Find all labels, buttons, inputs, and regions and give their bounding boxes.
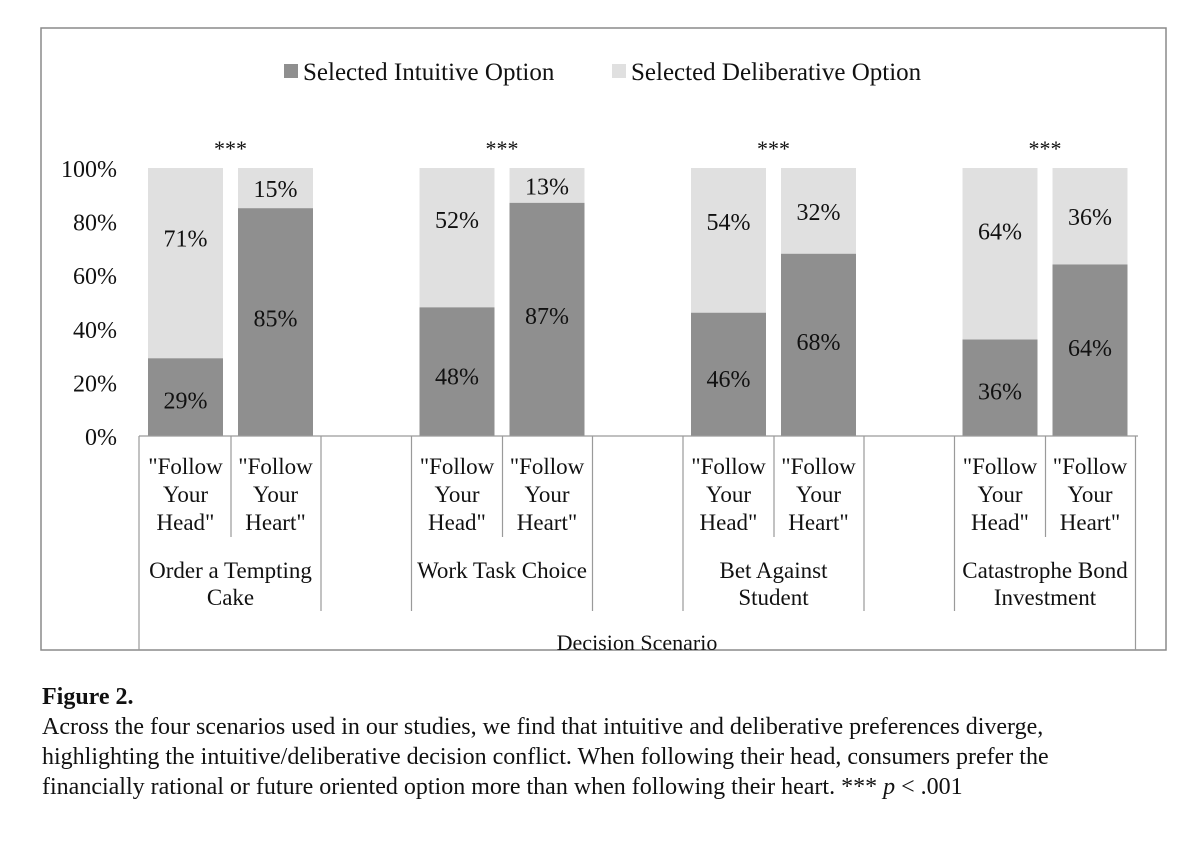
y-tick-label: 40% [73, 318, 117, 344]
data-label-intuitive: 68% [797, 330, 841, 356]
group-name-label: Investment [994, 585, 1097, 610]
data-label-deliberative: 52% [435, 208, 479, 234]
bar-deliberative [781, 168, 856, 254]
legend-swatch-deliberative [612, 64, 626, 78]
legend-label-deliberative: Selected Deliberative Option [631, 59, 922, 86]
data-label-deliberative: 64% [978, 220, 1022, 246]
bar-category-label: "Follow [148, 454, 223, 479]
caption-p-value: < .001 [895, 774, 963, 800]
bar-category-label: Head" [157, 510, 215, 535]
group-name-label: Student [738, 585, 809, 610]
bar-intuitive [509, 202, 585, 436]
x-axis-title: Decision Scenario [557, 630, 718, 655]
group-name-label: Work Task Choice [417, 558, 587, 583]
bar-deliberative [148, 168, 223, 359]
bar-intuitive [1052, 264, 1128, 436]
data-label-intuitive: 87% [525, 304, 569, 330]
group-name-label: Catastrophe Bond [962, 558, 1128, 583]
y-tick-label: 60% [73, 264, 117, 290]
bar-category-label: Heart" [245, 510, 305, 535]
legend-swatch-intuitive [284, 64, 298, 78]
bar-intuitive [781, 253, 856, 436]
data-label-intuitive: 64% [1068, 336, 1112, 362]
bar-intuitive [962, 339, 1038, 436]
y-tick-label: 100% [61, 157, 117, 183]
bar-category-label: Heart" [788, 510, 848, 535]
legend: Selected Intuitive Option Selected Delib… [284, 59, 922, 86]
bar-category-label: Your [706, 482, 751, 507]
bar-category-label: "Follow [691, 454, 766, 479]
data-label-intuitive: 46% [707, 367, 751, 393]
chart-figure: Selected Intuitive Option Selected Delib… [40, 27, 1167, 655]
data-label-deliberative: 71% [164, 227, 208, 253]
bar-category-label: Your [1068, 482, 1113, 507]
bar-category-label: Head" [700, 510, 758, 535]
x-axis: "Follow Your Head" "Follow Your Heart" Order a… [138, 435, 1138, 650]
data-label-intuitive: 85% [254, 307, 298, 333]
bar-category-label: Heart" [517, 510, 577, 535]
bar-category-label: Head" [971, 510, 1029, 535]
data-label-deliberative: 15% [254, 177, 298, 203]
bar-category-label: "Follow [238, 454, 313, 479]
bar-category-label: Your [525, 482, 570, 507]
plot-area: *** 71% 29% 15% 85% *** 52% 48% 13% 87% *** 54% 46% 3… [148, 136, 1128, 436]
significance-marker: *** [1029, 136, 1062, 161]
group-name-label: Cake [207, 585, 254, 610]
y-tick-label: 80% [73, 211, 117, 237]
bar-category-label: "Follow [781, 454, 856, 479]
bar-intuitive [691, 312, 766, 436]
data-label-deliberative: 54% [707, 210, 751, 236]
bar-category-label: "Follow [510, 454, 585, 479]
significance-marker: *** [214, 136, 247, 161]
bar-category-label: Your [978, 482, 1023, 507]
bar-deliberative [962, 168, 1038, 340]
bar-intuitive [238, 208, 313, 436]
bar-category-label: "Follow [1053, 454, 1128, 479]
bar-category-label: Your [796, 482, 841, 507]
legend-label-intuitive: Selected Intuitive Option [303, 59, 555, 86]
significance-marker: *** [486, 136, 519, 161]
bar-intuitive [148, 358, 223, 436]
bar-category-label: Your [163, 482, 208, 507]
y-axis: 0% 20% 40% 60% 80% 100% [61, 157, 117, 451]
data-label-intuitive: 29% [164, 389, 208, 415]
bar-deliberative [238, 168, 313, 209]
caption-title: Figure 2. [42, 684, 134, 710]
bar-deliberative [419, 168, 495, 308]
data-label-deliberative: 32% [797, 200, 841, 226]
group-name-label: Order a Tempting [149, 558, 312, 583]
caption-p-symbol: p [883, 774, 896, 800]
bar-deliberative [1052, 168, 1128, 265]
bar-category-label: Heart" [1060, 510, 1120, 535]
bar-category-label: "Follow [420, 454, 495, 479]
bar-deliberative [691, 168, 766, 313]
caption-text: Across the four scenarios used in our st… [42, 714, 1049, 800]
y-tick-label: 20% [73, 371, 117, 397]
data-label-intuitive: 48% [435, 364, 479, 390]
significance-marker: *** [757, 136, 790, 161]
data-label-deliberative: 13% [525, 174, 569, 200]
data-label-intuitive: 36% [978, 380, 1022, 406]
data-label-deliberative: 36% [1068, 205, 1112, 231]
bar-deliberative [509, 168, 585, 203]
figure-caption: Figure 2. Across the four scenarios used… [42, 682, 1142, 802]
group-name-label: Bet Against [720, 558, 829, 583]
bar-category-label: "Follow [963, 454, 1038, 479]
bar-category-label: Head" [428, 510, 486, 535]
y-tick-label: 0% [85, 425, 117, 451]
bar-category-label: Your [253, 482, 298, 507]
bar-intuitive [419, 307, 495, 436]
bar-category-label: Your [435, 482, 480, 507]
